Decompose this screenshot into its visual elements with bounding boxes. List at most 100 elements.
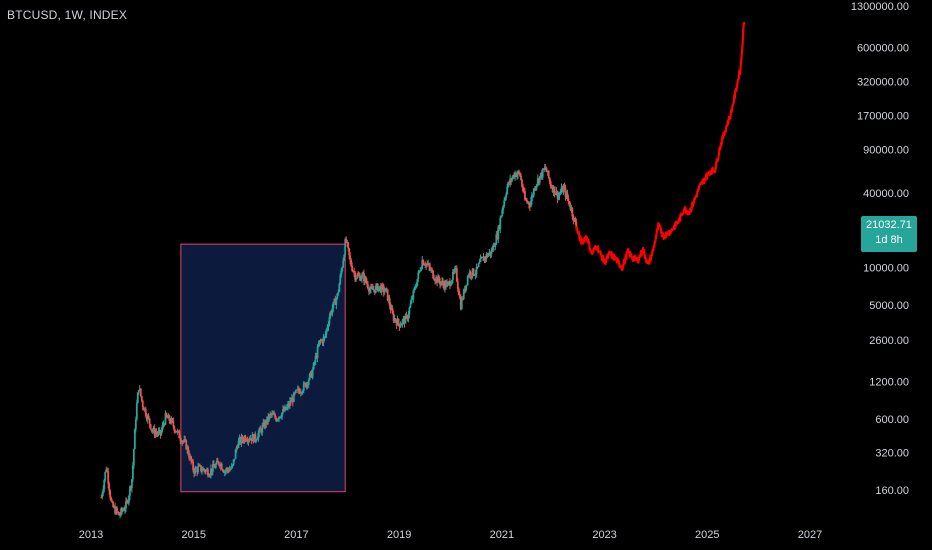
candle-body xyxy=(183,439,186,442)
candle-body xyxy=(286,406,288,410)
candle-body xyxy=(258,428,261,434)
candle-body xyxy=(518,171,520,173)
candle-body xyxy=(546,170,549,173)
candle-body xyxy=(247,439,250,442)
candle-body xyxy=(458,295,461,298)
x-tick-label: 2013 xyxy=(79,529,103,541)
candle-body xyxy=(445,281,447,287)
candle-body xyxy=(141,400,144,407)
candle-body xyxy=(413,287,416,291)
candle-body xyxy=(411,298,414,300)
candle-body xyxy=(285,406,287,410)
candle-body xyxy=(253,433,256,443)
candle-body xyxy=(435,277,437,282)
candle-body xyxy=(563,186,566,188)
candle-body xyxy=(389,305,392,311)
candle-body xyxy=(540,172,543,178)
candle-body xyxy=(228,469,231,472)
candle-body xyxy=(416,279,419,286)
candle-body xyxy=(150,429,153,431)
candle-body xyxy=(402,318,405,321)
candle-body xyxy=(189,456,192,459)
candle-body xyxy=(459,297,462,310)
candle-body xyxy=(227,469,230,472)
candle-body xyxy=(123,509,125,511)
candle-body xyxy=(573,218,576,221)
x-axis[interactable]: 2013 2015 2017 2019 2021 2023 2025 2027 xyxy=(79,529,822,541)
candle-body xyxy=(464,285,467,292)
candle-body xyxy=(428,263,431,267)
candle-body xyxy=(558,194,561,196)
candle-body xyxy=(324,334,327,337)
candle-body xyxy=(102,488,105,494)
candle-body xyxy=(224,470,227,472)
candle-body xyxy=(350,260,353,267)
candle-body xyxy=(246,440,249,442)
candle-body xyxy=(460,298,463,310)
candle-body xyxy=(555,190,558,194)
candle-body xyxy=(462,289,465,299)
y-axis[interactable]: 1300000.00 600000.00 320000.00 170000.00 900… xyxy=(851,1,909,497)
candle-body xyxy=(382,286,385,293)
candle-body xyxy=(365,277,367,282)
candle-body xyxy=(473,274,476,276)
x-tick-label: 2025 xyxy=(695,529,719,541)
y-tick-label: 10000.00 xyxy=(863,263,909,275)
candle-body xyxy=(544,167,547,169)
candle-body xyxy=(371,287,374,290)
candle-body xyxy=(297,388,300,391)
candle-body xyxy=(211,463,214,472)
candle-body xyxy=(394,318,397,322)
candle-body xyxy=(373,289,376,293)
candle-body xyxy=(191,461,194,463)
candle-body xyxy=(304,383,307,388)
candle-body xyxy=(531,195,534,197)
candle-body xyxy=(488,251,491,255)
candle-body xyxy=(368,288,370,292)
candle-body xyxy=(408,307,411,315)
candle-body xyxy=(309,371,312,374)
candle-body xyxy=(342,260,345,268)
candle-body xyxy=(506,186,509,194)
y-tick-label: 600000.00 xyxy=(857,43,909,55)
candle-body xyxy=(135,403,138,420)
candle-body xyxy=(347,242,350,249)
candle-body xyxy=(439,281,441,285)
candle-body xyxy=(194,467,196,474)
candle-body xyxy=(542,168,545,170)
x-tick-label: 2019 xyxy=(387,529,411,541)
candle-body xyxy=(295,389,298,391)
candle-body xyxy=(396,318,399,326)
candle-body xyxy=(575,221,578,229)
projection-line xyxy=(575,21,746,272)
candle-body xyxy=(110,497,113,501)
candle-body xyxy=(121,508,123,511)
candle-body xyxy=(369,287,372,290)
candle-body xyxy=(383,291,386,293)
candle-body xyxy=(209,468,212,475)
y-tick-label: 320.00 xyxy=(875,448,909,460)
candle-body xyxy=(566,192,569,199)
candle-body xyxy=(248,439,251,441)
candle-body xyxy=(231,464,234,467)
candle-body xyxy=(104,471,107,480)
candle-body xyxy=(494,244,497,247)
candle-body xyxy=(192,461,195,470)
candle-body xyxy=(260,429,263,433)
candle-body xyxy=(169,420,172,423)
candle-body xyxy=(176,430,179,433)
candle-body xyxy=(360,278,362,281)
candle-body xyxy=(391,308,394,314)
candle-body xyxy=(380,284,383,293)
candle-body xyxy=(220,463,223,470)
candle-body xyxy=(280,417,282,419)
candle-body xyxy=(262,422,265,426)
candle-body xyxy=(569,205,572,210)
candle-body xyxy=(226,468,229,470)
candle-body xyxy=(237,440,240,448)
candle-body xyxy=(434,280,436,282)
candle-body xyxy=(129,486,131,497)
candle-body xyxy=(520,175,522,180)
candle-body xyxy=(154,432,157,436)
